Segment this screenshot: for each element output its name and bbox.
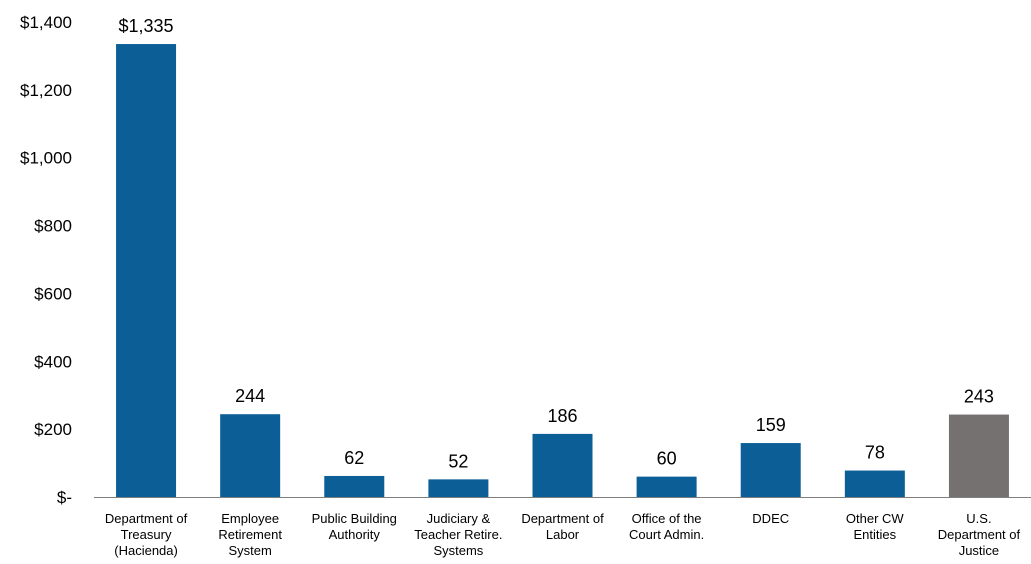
bar: [116, 44, 177, 498]
bar: [324, 475, 385, 497]
x-tick-label-line: Treasury: [121, 527, 172, 542]
data-label: 78: [865, 443, 885, 463]
x-tick-label-line: Labor: [546, 527, 580, 542]
x-tick-label: Other CW Entities: [846, 511, 905, 542]
x-tick-label-line: Employee: [221, 511, 279, 526]
data-labels: $1,335 244 62 52 186 60 159 78 243: [119, 16, 994, 471]
x-tick-label: Public Building Authority: [312, 511, 397, 542]
y-tick-label: $400: [34, 352, 72, 371]
x-tick-label-line: Court Admin.: [629, 527, 704, 542]
x-tick-label: Employee Retirement System: [218, 511, 282, 558]
y-axis: $- $200 $400 $600 $800 $1,000 $1,200 $1,400: [20, 13, 72, 507]
data-label: 62: [344, 448, 364, 468]
bar: [532, 433, 593, 497]
y-tick-label: $1,000: [20, 149, 72, 168]
x-tick-label-line: Department of: [521, 511, 604, 526]
y-tick-label: $800: [34, 217, 72, 236]
x-tick-label-line: Teacher Retire.: [414, 527, 502, 542]
x-tick-label-line: Office of the: [632, 511, 702, 526]
x-tick-label-line: System: [228, 543, 271, 558]
bar: [844, 470, 905, 497]
x-tick-label: Judiciary & Teacher Retire. Systems: [414, 511, 502, 558]
x-tick-label-line: Retirement: [218, 527, 282, 542]
x-axis: Department of Treasury (Hacienda)Employee R…: [105, 511, 1021, 558]
bar: [948, 414, 1009, 497]
bar: [636, 476, 697, 497]
x-tick-label: Department of Treasury (Hacienda): [105, 511, 188, 558]
x-tick-label-line: Authority: [329, 527, 381, 542]
y-tick-label: $200: [34, 420, 72, 439]
x-tick-label: DDEC: [752, 511, 789, 526]
y-tick-label: $1,400: [20, 13, 72, 32]
x-tick-label-line: Other CW: [846, 511, 905, 526]
x-tick-label: Office of the Court Admin.: [629, 511, 704, 542]
x-tick-label-line: Justice: [959, 543, 999, 558]
x-tick-label: Department of Labor: [521, 511, 604, 542]
x-tick-label: U.S. Department of Justice: [938, 511, 1021, 558]
x-tick-label-line: U.S.: [966, 511, 991, 526]
x-tick-label-line: Public Building: [312, 511, 397, 526]
y-tick-label: $600: [34, 284, 72, 303]
y-tick-label: $1,200: [20, 81, 72, 100]
x-tick-label-line: Judiciary &: [427, 511, 491, 526]
data-label: 52: [448, 451, 468, 471]
data-label: 186: [547, 406, 577, 426]
x-tick-label-line: Department of: [105, 511, 188, 526]
y-tick-label: $-: [57, 488, 72, 507]
bars: [116, 44, 1009, 498]
bar: [740, 443, 801, 497]
data-label: 243: [964, 387, 994, 407]
data-label: $1,335: [119, 16, 174, 36]
data-label: 60: [657, 449, 677, 469]
data-label: 159: [756, 415, 786, 435]
x-tick-label-line: (Hacienda): [114, 543, 178, 558]
bar: [428, 479, 489, 497]
x-tick-label-line: Systems: [433, 543, 483, 558]
x-tick-label-line: Entities: [854, 527, 897, 542]
data-label: 244: [235, 386, 265, 406]
x-tick-label-line: DDEC: [752, 511, 789, 526]
bar: [220, 414, 281, 497]
x-tick-label-line: Department of: [938, 527, 1021, 542]
